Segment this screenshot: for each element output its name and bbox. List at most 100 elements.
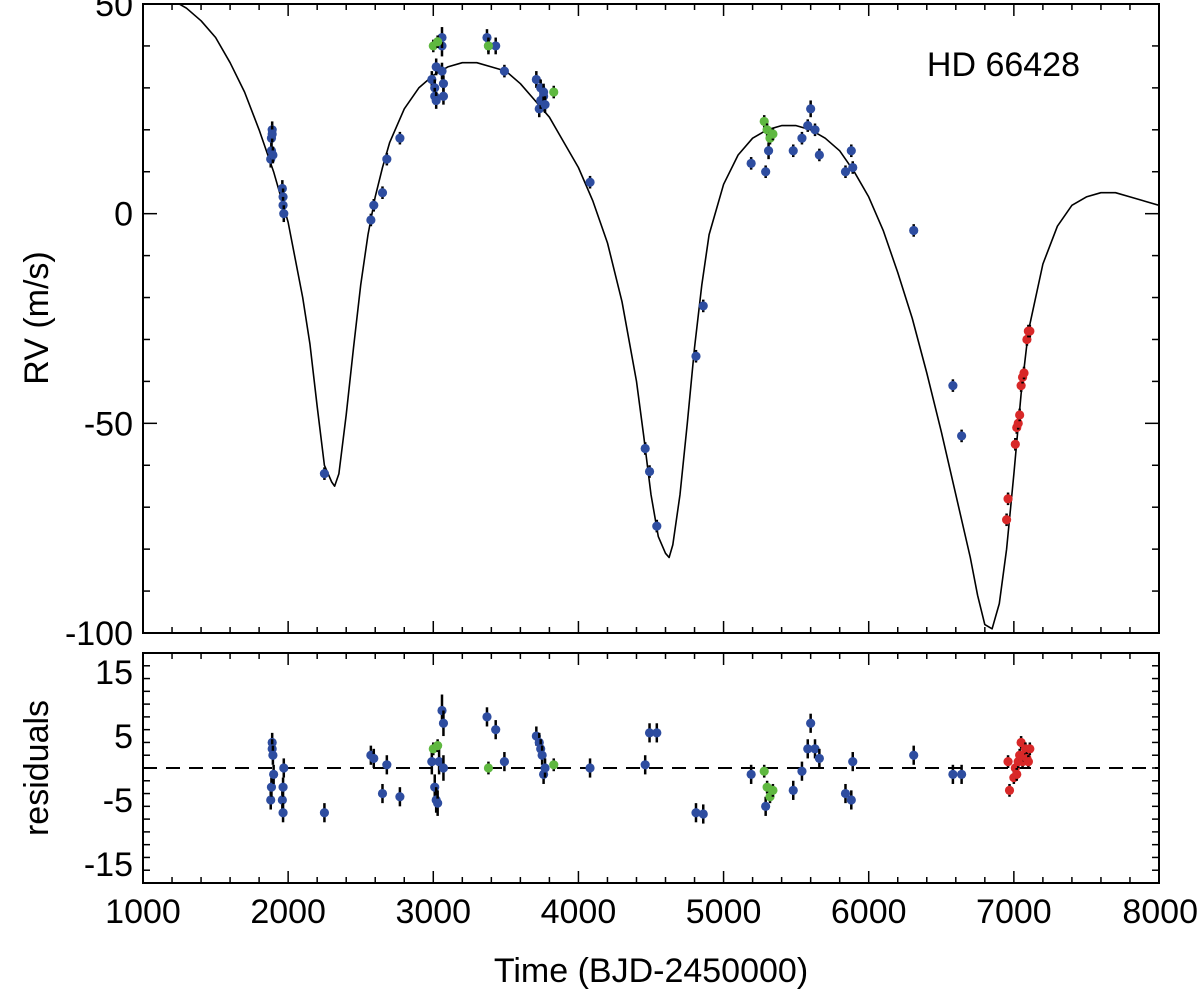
data-point: [279, 209, 289, 219]
data-point: [1016, 380, 1026, 391]
data-point: [810, 125, 820, 135]
data-point: [319, 808, 330, 818]
data-point: [840, 788, 851, 799]
data-point: [277, 183, 287, 194]
data-point: [538, 87, 549, 97]
rv-panel: 50 0 -50 -100 HD 66428 RV (m/s): [18, 0, 1160, 653]
rv-y-axis-label: RV (m/s): [18, 251, 56, 384]
data-point: [691, 351, 701, 361]
data-point: [268, 750, 278, 760]
y-tick-label: -15: [84, 846, 133, 884]
data-point: [909, 225, 919, 236]
data-point: [746, 158, 756, 168]
time-x-axis-label: Time (BJD-2450000): [494, 952, 808, 990]
data-point: [810, 744, 820, 754]
data-point: [846, 146, 856, 156]
data-point: [652, 521, 662, 531]
data-point: [814, 150, 824, 160]
data-point: [1012, 769, 1022, 779]
data-point: [768, 785, 778, 795]
data-point: [803, 121, 813, 131]
data-point: [278, 782, 288, 792]
x-tick-label: 3000: [395, 893, 471, 931]
data-point: [433, 741, 443, 751]
y-tick-label: -50: [84, 405, 133, 443]
data-point: [1003, 494, 1013, 504]
data-point: [948, 769, 958, 779]
rv-series-2: [640, 100, 967, 533]
x-tick-label: 8000: [1122, 893, 1198, 931]
y-tick-label: -100: [65, 615, 133, 653]
data-point: [531, 74, 541, 85]
data-point: [549, 760, 559, 770]
data-point: [278, 192, 288, 202]
residual-series-4: [1003, 736, 1035, 797]
data-point: [382, 154, 392, 164]
data-point: [427, 757, 437, 767]
chart-title: HD 66428: [927, 46, 1080, 84]
data-point: [698, 301, 708, 311]
data-point: [909, 750, 919, 760]
data-point: [382, 760, 392, 770]
data-point: [1013, 418, 1023, 428]
y-tick-label: 5: [114, 718, 133, 756]
residuals-y-axis-label: residuals: [18, 700, 56, 836]
data-point: [437, 66, 447, 76]
data-point: [540, 100, 550, 110]
data-point: [1025, 326, 1035, 336]
data-point: [269, 769, 279, 779]
data-point: [549, 87, 559, 97]
data-point: [268, 150, 278, 160]
data-point: [768, 129, 778, 139]
data-point: [585, 177, 595, 187]
data-point: [366, 215, 376, 225]
data-point: [788, 785, 798, 795]
y-tick-label: 50: [95, 0, 133, 24]
data-point: [644, 728, 655, 738]
data-point: [395, 792, 405, 802]
data-point: [491, 41, 501, 51]
data-point: [761, 801, 771, 811]
data-point: [377, 188, 388, 198]
model-curve: [177, 4, 1159, 630]
rv-series-1: [266, 27, 595, 480]
data-point: [585, 763, 595, 773]
x-tick-label: 1000: [105, 893, 181, 931]
data-point: [433, 37, 443, 47]
data-point: [957, 769, 967, 779]
data-point: [640, 760, 650, 770]
data-point: [279, 763, 289, 773]
data-point: [797, 766, 807, 776]
data-point: [369, 200, 379, 210]
residual-series-1: [266, 694, 595, 823]
data-point: [759, 766, 769, 776]
data-point: [491, 725, 501, 735]
data-point: [761, 167, 771, 177]
data-point: [377, 788, 388, 799]
data-point: [957, 431, 967, 441]
data-point: [431, 95, 441, 106]
data-point: [848, 162, 858, 173]
data-point: [395, 133, 405, 143]
data-point: [482, 32, 492, 43]
data-point: [640, 443, 650, 454]
data-point: [698, 809, 708, 819]
data-point: [746, 769, 756, 779]
data-point: [483, 763, 494, 773]
data-point: [848, 757, 858, 767]
data-point: [438, 718, 449, 728]
data-point: [483, 41, 494, 51]
rv-panel-frame: [142, 3, 1160, 634]
data-point: [803, 744, 813, 754]
data-point: [266, 782, 277, 792]
data-point: [797, 133, 807, 143]
data-point: [499, 66, 510, 76]
data-point: [278, 808, 288, 818]
data-point: [540, 763, 550, 773]
data-point: [691, 808, 701, 818]
data-point: [840, 167, 851, 177]
residual-series-3: [428, 739, 778, 804]
data-point: [806, 718, 816, 728]
data-point: [948, 380, 958, 391]
